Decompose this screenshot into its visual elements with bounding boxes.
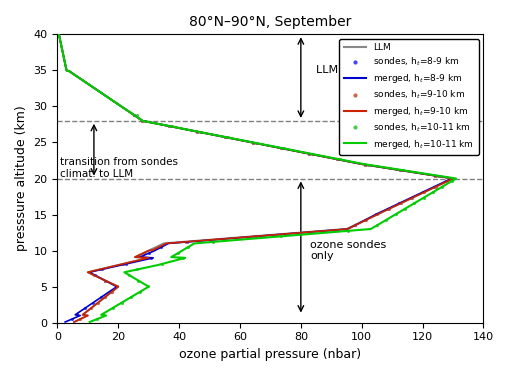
Text: LLM only: LLM only [316,65,365,75]
Text: ozone sondes
only: ozone sondes only [310,240,386,261]
X-axis label: ozone partial pressure (nbar): ozone partial pressure (nbar) [179,348,361,361]
Y-axis label: presssure altitude (km): presssure altitude (km) [15,106,28,252]
Legend: LLM, sondes, h$_t$=8-9 km, merged, h$_t$=8-9 km, sondes, h$_t$=9-10 km, merged, : LLM, sondes, h$_t$=8-9 km, merged, h$_t$… [339,39,479,155]
Title: 80°N–90°N, September: 80°N–90°N, September [189,15,352,29]
Text: transition from sondes
climat. to LLM: transition from sondes climat. to LLM [61,157,179,179]
